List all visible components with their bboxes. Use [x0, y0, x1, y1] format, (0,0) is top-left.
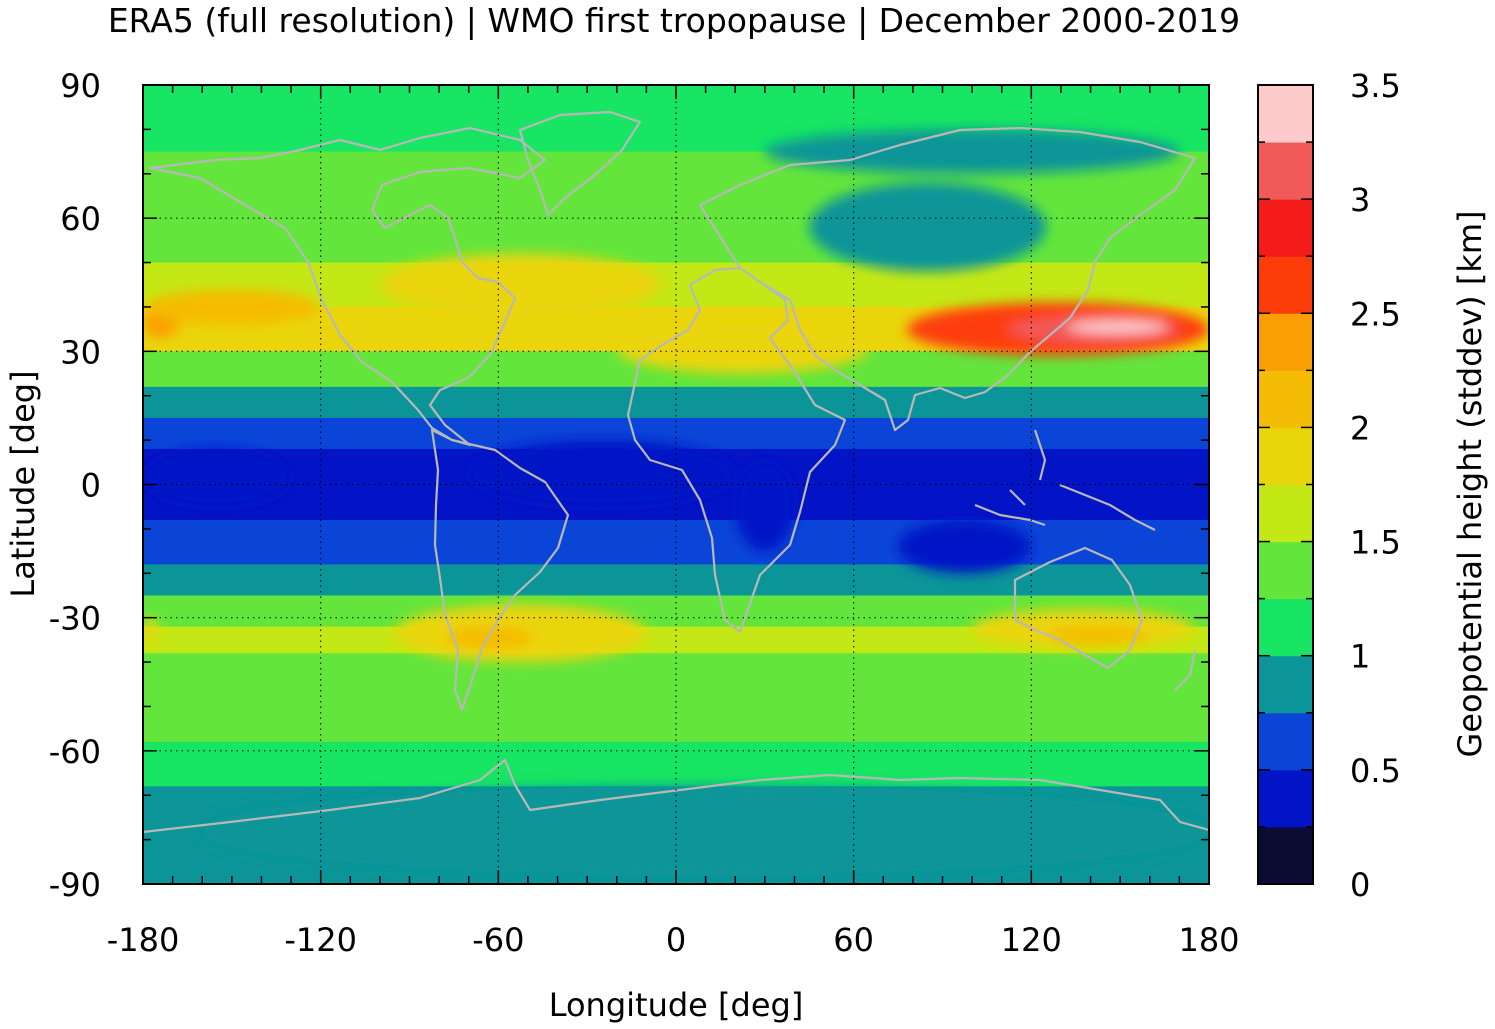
colorbar-segment: [1258, 313, 1313, 371]
coastline-eurasia: [698, 126, 1197, 432]
x-tick-label: -180: [107, 921, 180, 959]
colorbar-tick-label: 0.5: [1350, 752, 1401, 790]
y-tick-label: 60: [60, 200, 101, 238]
colorbar: [1257, 84, 1314, 885]
y-tick-label: -30: [49, 600, 101, 638]
x-tick-labels: -180 -120 -60 0 60 120 180: [107, 921, 1240, 959]
zonal-band: [143, 386, 1209, 419]
colorbar-segment: [1258, 199, 1313, 257]
y-tick-label: -90: [49, 866, 101, 904]
x-tick-label: 120: [1001, 921, 1062, 959]
y-axis-label: Latitude [deg]: [4, 370, 42, 597]
x-tick-label: 180: [1178, 921, 1239, 959]
coastline-australia: [1013, 546, 1144, 670]
field-anomaly: [143, 448, 292, 507]
x-tick-label: 0: [666, 921, 686, 959]
colorbar-tick-label: 2: [1350, 409, 1370, 447]
colorbar-segment: [1258, 484, 1313, 543]
colorbar-tick-label: 2.5: [1350, 295, 1401, 333]
colorbar-segment: [1258, 655, 1313, 714]
zonal-band: [143, 697, 1209, 743]
zonal-band: [143, 417, 1209, 450]
field-anomaly: [616, 324, 869, 374]
field-anomaly: [143, 289, 321, 325]
plot-frame: [142, 84, 1210, 885]
field-anomaly: [468, 440, 736, 507]
x-tick-label: -120: [284, 921, 357, 959]
x-tick-label: -60: [472, 921, 524, 959]
field-anomaly: [1046, 626, 1150, 645]
field-anomaly: [764, 129, 1180, 174]
axis-tick-marks: [142, 84, 1210, 885]
field-anomaly: [1066, 320, 1168, 334]
x-axis-label: Longitude [deg]: [549, 986, 804, 1024]
field-anomaly: [809, 182, 1047, 272]
field-anomaly: [445, 626, 534, 649]
x-tick-label: 60: [833, 921, 874, 959]
colorbar-segment: [1258, 427, 1313, 485]
y-tick-label: 90: [60, 67, 101, 105]
chart-title: ERA5 (full resolution) | WMO first tropo…: [108, 1, 1240, 40]
colorbar-tick-label: 3.5: [1350, 67, 1401, 105]
coastline-maritime-asia: [974, 429, 1197, 691]
colorbar-segment: [1258, 142, 1313, 200]
colorbar-segment: [1258, 598, 1313, 657]
coastline-overlay: [143, 110, 1209, 834]
colorbar-segment: [1258, 370, 1313, 428]
field-anomaly: [735, 462, 795, 552]
y-tick-label: 0: [81, 467, 101, 505]
colorbar-segment: [1258, 769, 1313, 828]
field-anomaly: [143, 617, 158, 645]
colorbar-tick-label: 0: [1350, 866, 1370, 904]
colorbar-segment: [1258, 826, 1313, 885]
colorbar-tick-label: 3: [1350, 181, 1370, 219]
colorbar-tick-label: 1.5: [1350, 524, 1401, 562]
colorbar-label: Geopotential height (stddev) [km]: [1451, 210, 1489, 757]
field-anomaly: [379, 253, 662, 316]
coastline-greenland: [518, 110, 642, 217]
coastline-south-america: [430, 428, 570, 712]
y-tick-label: -60: [49, 733, 101, 771]
field-anomaly: [898, 520, 1032, 574]
zonal-band: [143, 741, 1209, 787]
colorbar-segment: [1258, 541, 1313, 600]
colorbar-segment: [1258, 712, 1313, 771]
coastline-antarctica: [143, 758, 1209, 834]
colorbar-tick-labels: 3.5 3 2.5 2 1.5 1 0.5 0: [1350, 67, 1401, 904]
field-anomaly: [202, 786, 1209, 876]
coastline-europe-africa: [626, 266, 847, 634]
y-tick-labels: 90 60 30 0 -30 -60 -90: [49, 67, 101, 904]
colorbar-segment: [1258, 85, 1313, 143]
coastline-north-america: [148, 126, 547, 447]
colorbar-segment: [1258, 256, 1313, 314]
colorbar-tick-label: 1: [1350, 638, 1370, 676]
y-tick-label: 30: [60, 333, 101, 371]
grid-lines: [143, 85, 1209, 884]
